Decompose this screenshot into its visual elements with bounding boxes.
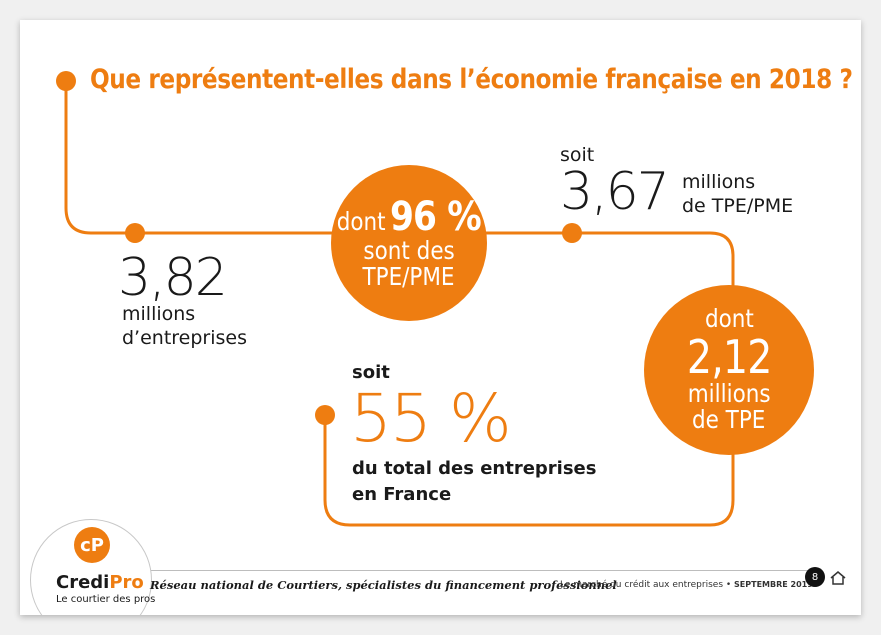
stat-367-label-line2: de TPE/PME [682,195,794,217]
brand-name-suffix: Pro [109,572,144,593]
stat-382-label-line2: d’entreprises [122,327,248,349]
stat-382-value: 3,82 [118,248,228,308]
circle-96-value: 96 % [390,193,482,240]
circle-212-line3: millions [687,379,771,409]
home-icon[interactable] [829,570,847,586]
circle-212-line4: de TPE [692,405,766,435]
circle-96-line1: dont 96 % [336,193,482,240]
network-text: Réseau national de Courtiers, spécialist… [150,578,617,592]
page-number: 8 [805,567,825,587]
stat-367-label-line1: millions [682,171,756,193]
doc-reference: Le marché du crédit aux entreprises • SE… [560,580,813,590]
circle-96-line2: sont des [363,235,455,265]
footer-divider [140,570,820,571]
stat-382-label-line1: millions [122,303,196,325]
dot-icon [315,405,335,425]
stat-382-label: millions d’entreprises [122,302,247,350]
stat-367-value: 3,67 [560,162,670,222]
page-title: Que représentent-elles dans l’économie f… [90,64,853,95]
dot-icon [562,223,582,243]
dot-icon [125,223,145,243]
doc-title: Le marché du crédit aux entreprises • [560,580,732,590]
stat-55-soit: soit [352,362,390,383]
dot-icon [56,71,76,91]
stat-55-value: 55 % [350,380,512,457]
circle-212-millions: dont 2,12 millions de TPE [644,285,814,455]
doc-date: SEPTEMBRE 2019 [734,580,813,589]
circle-212-line2: 2,12 [686,329,773,384]
brand-name-prefix: Credi [56,572,110,593]
credipro-logo-icon: cP [74,527,110,563]
brand-name: CrediPro [56,572,144,593]
circle-212-line1: dont [704,304,754,334]
stat-55-label-line2: en France [352,484,452,505]
page: Que représentent-elles dans l’économie f… [20,20,861,615]
timeline-connector [56,71,735,527]
stat-55-label: du total des entreprises en France [352,456,596,508]
circle-96-percent: dont 96 % sont des TPE/PME [331,165,487,321]
circle-96-prefix: dont [336,206,386,236]
stat-367-soit: soit [560,144,595,166]
brand-tagline: Le courtier des pros [56,594,156,605]
circle-96-line3: TPE/PME [362,262,456,291]
stat-55-label-line1: du total des entreprises [352,458,597,479]
